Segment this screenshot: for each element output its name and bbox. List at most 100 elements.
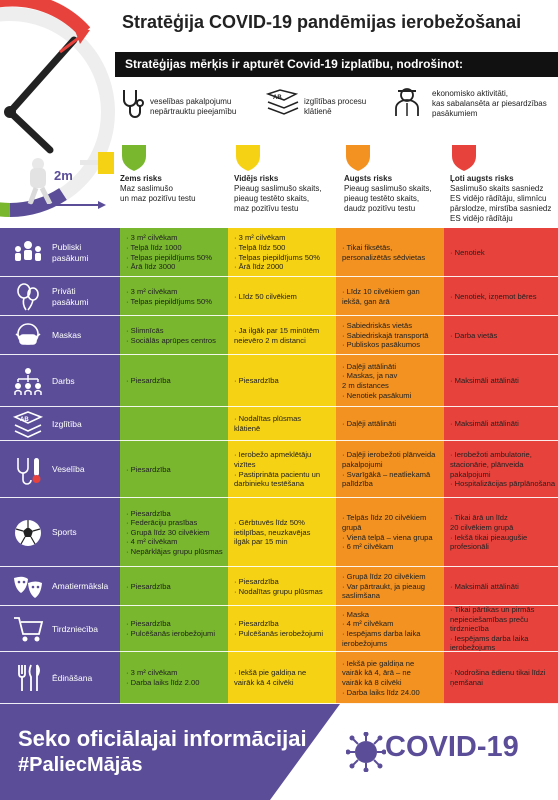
cell-line: · Federāciju prasības	[126, 518, 198, 528]
cell-line: · Nepārklājas grupu plūsmas	[126, 546, 223, 556]
table-cell: · Tikai fiksētās, personalizētās sēdviet…	[336, 228, 444, 277]
cell-line: · Iespējams darba laika	[342, 629, 421, 638]
row-divider	[0, 354, 558, 355]
row-divider	[0, 566, 558, 567]
cell-line: darbinieku testēšana	[234, 479, 305, 489]
footer-line1: Seko oficiālajai informācijai	[18, 726, 307, 751]
cell-line: ietilpības, neuzkavējas	[234, 527, 311, 537]
table-row: Sports · Piesardzība · Federāciju prasības…	[0, 498, 558, 567]
row-divider	[0, 440, 558, 441]
cell-line: vizītes	[234, 459, 256, 469]
table-row: Tirdzniecība · Piesardzība · Pulcēšanās ie…	[0, 605, 558, 653]
cell-line: · Telpās līdz 20 cilvēkiem	[342, 513, 427, 523]
books-icon: AB	[266, 89, 299, 115]
table-row: Maskas · Slimnīcās · Sociālās aprūpes cent…	[0, 316, 558, 355]
table-cell: · Maksimāli attālināti	[444, 567, 558, 606]
cell-line: · Piesardzība	[234, 576, 279, 586]
worker-icon	[395, 88, 419, 116]
cell-line: · Var pārtraukt, ja pieaug	[342, 581, 426, 591]
cell-line: grupā	[342, 522, 362, 532]
row-divider	[0, 651, 558, 652]
cell-line: · Vienā telpā – viena grupa	[342, 532, 433, 542]
table-cell: · Gērbtuvēs līdz 50% ietilpības, neuzkav…	[228, 498, 336, 567]
cell-line: · Publiskos pasākumos	[342, 340, 421, 350]
ensure-economy: ekonomisko aktivitāti, kas sabalansēta a…	[432, 89, 547, 118]
cell-line: · Maskas, ja nav	[342, 371, 398, 381]
stethoscope-icon	[123, 90, 144, 118]
clock-illustration	[0, 0, 115, 217]
cell-line: · Ierobežo apmeklētāju	[234, 450, 312, 460]
cart-icon	[10, 613, 46, 645]
page-title: Stratēģija COVID-19 pandēmijas ierobežoš…	[122, 12, 522, 32]
row-category: Maskas	[0, 316, 120, 355]
cell-line: · Ārā līdz 2000	[234, 262, 284, 272]
table-cell: · Piesardzība	[120, 355, 228, 407]
cell-line: · Piesardzība	[126, 619, 171, 629]
table-cell: · Maksimāli attālināti	[444, 355, 558, 407]
cell-line: · Piesardzība	[126, 581, 171, 591]
cell-line: vairāk kā 4, ārā – ne	[342, 668, 411, 678]
cell-line: · Darba vietās	[450, 330, 498, 340]
row-category-label: Amatiermāksla	[52, 581, 109, 591]
risk-high: Augsts risks Pieaug saslimušo skaits, pie…	[344, 142, 432, 213]
cell-line: klātienē	[234, 424, 261, 433]
row-category: Sports	[0, 498, 120, 567]
cell-line: · 3 m² cilvēkam	[234, 233, 286, 243]
table-row: Ēdināšana · 3 m² cilvēkam · Darba laiks lī…	[0, 652, 558, 704]
table-cell: · Iekšā pie galdiņa ne vairāk kā 4 cilvē…	[228, 652, 336, 704]
table-cell: · Piesardzība	[120, 441, 228, 498]
cell-line: ņemšanai	[450, 678, 483, 687]
table-cell: · Līdz 50 cilvēkiem	[228, 277, 336, 316]
cell-line: · Maksimāli attālināti	[450, 419, 519, 429]
cell-line: · Grupā līdz 20 cilvēkiem	[342, 572, 426, 582]
row-divider	[0, 605, 558, 606]
cell-line: · Daļēji attālināti	[342, 361, 397, 371]
table-cell: · 3 m² cilvēkam · Telpā līdz 1000 · Telpas…	[120, 228, 228, 277]
cell-line: · Nenotiek pasākumi	[342, 390, 412, 400]
cell-line: · Tikai ārā un līdz	[450, 513, 508, 523]
mask-icon	[10, 320, 46, 352]
svg-text:AB: AB	[20, 417, 29, 423]
ensure-education: izglītības procesu klātienē	[304, 97, 367, 116]
row-category-label: Ēdināšana	[52, 672, 93, 683]
cutlery-icon	[10, 662, 46, 694]
cell-line: · Telpā līdz 500	[234, 242, 286, 252]
ball-icon	[10, 517, 46, 549]
cell-line: vairāk kā 8 cilvēki	[342, 678, 402, 687]
row-category-label: Privāti pasākumi	[52, 285, 89, 307]
covid-badge-text: COVID-19	[385, 731, 519, 763]
table-row: Darbs · Piesardzība · Piesardzība · Daļēji …	[0, 355, 558, 407]
cell-line: · Ierobežoti ambulatorie,	[450, 450, 532, 460]
cell-line: · Iespējams darba laika	[450, 633, 529, 643]
cell-line: · Nenotiek	[450, 247, 485, 257]
risk-low: Zems risks Maz saslimušo un maz pozitīvu …	[120, 142, 196, 203]
cell-line: · Iekšā tikai pieaugušie	[450, 532, 528, 542]
cell-line: · Tikai fiksētās,	[342, 242, 393, 252]
table-cell: · Ja ilgāk par 15 minūtēm neievēro 2 m d…	[228, 316, 336, 355]
cell-line: 2 m distances	[342, 381, 389, 390]
cell-line: · Telpas piepildījums 50%	[234, 252, 320, 262]
cell-line: ierobežojums	[450, 643, 496, 653]
row-category: Ēdināšana	[0, 652, 120, 704]
row-divider	[0, 315, 558, 316]
goal-banner: Stratēģijas mērķis ir apturēt Covid-19 i…	[115, 52, 558, 77]
cell-line: · Iekšā pie galdiņa ne	[234, 668, 307, 678]
table-cell: · Nenotiek, izņemot bēres	[444, 277, 558, 316]
cell-line: · Nodrošina ēdienu tikai līdzi	[450, 668, 546, 678]
cell-line: · 3 m² cilvēkam	[126, 668, 178, 678]
table-cell: · 3 m² cilvēkam · Telpā līdz 500 · Telpas …	[228, 228, 336, 277]
cell-line: pakalpojumi	[450, 469, 491, 479]
row-divider	[0, 703, 558, 704]
row-category: Publiski pasākumi	[0, 228, 120, 277]
table-cell: · Maska · 4 m² cilvēkam · Iespējams darba …	[336, 606, 444, 652]
shield-icon	[236, 145, 260, 171]
cell-line: · Telpas piepildījums 50%	[126, 252, 212, 262]
table-row: Privāti pasākumi · 3 m² cilvēkam · Telpas p…	[0, 277, 558, 316]
cell-line: · Piesardzība	[234, 619, 279, 629]
cell-line: palīdzība	[342, 479, 373, 489]
shield-icon	[122, 145, 146, 171]
cell-line: ilgāk par 15 min	[234, 537, 288, 547]
cell-line: · 4 m² cilvēkam	[342, 619, 394, 629]
cell-line: · Nodalītas grupu plūsmas	[234, 586, 323, 596]
table-cell: · Nodrošina ēdienu tikai līdzi ņemšanai	[444, 652, 558, 704]
